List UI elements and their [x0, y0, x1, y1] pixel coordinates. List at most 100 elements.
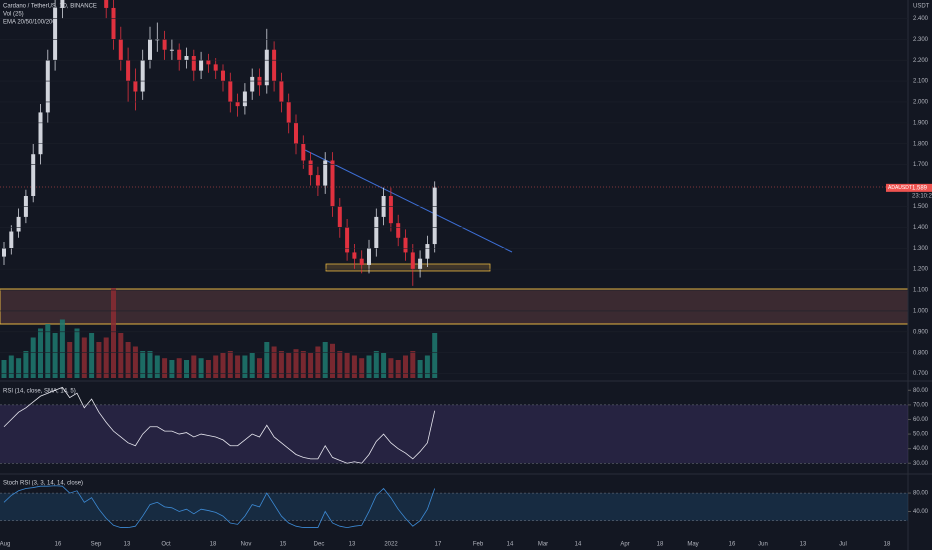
- volume-bar: [81, 337, 87, 378]
- price-tick-label: 2.400: [913, 16, 929, 22]
- volume-bar: [359, 358, 365, 378]
- volume-bar: [300, 351, 306, 378]
- volume-bar: [1, 360, 7, 378]
- main-pane: [1, 0, 438, 378]
- currency-label: USDT: [913, 4, 930, 10]
- volume-bar: [395, 360, 401, 378]
- volume-bar: [16, 358, 22, 378]
- volume-bar: [213, 355, 219, 378]
- price-tick-label: 1.800: [913, 141, 929, 147]
- volume-bar: [227, 351, 233, 378]
- volume-bar: [381, 352, 387, 378]
- volume-bar: [162, 358, 168, 378]
- candle-body: [242, 91, 247, 107]
- volume-bar: [271, 346, 277, 378]
- rsi-tick-label: 50.00: [913, 432, 929, 438]
- volume-bar: [242, 355, 248, 378]
- x-tick-label: 13: [800, 542, 807, 548]
- volume-bar: [220, 352, 226, 378]
- volume-bar: [315, 346, 321, 378]
- volume-bar: [30, 337, 36, 378]
- candle-body: [432, 187, 437, 245]
- volume-bar: [308, 352, 314, 378]
- x-tick-label: Apr: [620, 542, 629, 548]
- candle-body: [31, 154, 36, 196]
- candle-body: [374, 216, 379, 249]
- candle-body: [2, 248, 6, 257]
- x-tick-label: 15: [280, 542, 287, 548]
- x-tick-label: Sep: [91, 542, 102, 548]
- x-tick-label: Feb: [473, 542, 484, 548]
- volume-bar: [410, 351, 416, 378]
- candle-body: [418, 258, 423, 270]
- volume-bar: [344, 352, 350, 378]
- x-tick-label: Oct: [161, 542, 171, 548]
- volume-bar: [89, 333, 95, 378]
- candle-body: [352, 252, 357, 259]
- x-tick-label: Dec: [314, 542, 325, 548]
- candle-body: [206, 60, 211, 65]
- candle-body: [345, 227, 350, 253]
- candle-body: [111, 7, 116, 40]
- volume-bar: [67, 342, 73, 378]
- candle-body: [148, 39, 152, 61]
- countdown: 23:10:27: [912, 193, 932, 199]
- volume-bar: [403, 355, 408, 378]
- candle-body: [410, 252, 415, 270]
- volume-bar: [103, 337, 109, 378]
- candle-body: [140, 60, 145, 92]
- price-tag: [886, 183, 932, 192]
- price-tick-label: 1.500: [913, 204, 929, 210]
- volume-bar: [388, 358, 394, 378]
- candle-body: [118, 39, 123, 61]
- x-tick-label: 2022: [384, 542, 398, 548]
- price-tick-label: 1.000: [913, 309, 929, 315]
- candle-body: [294, 122, 298, 144]
- volume-bar: [38, 328, 43, 378]
- price-tick-label: 0.700: [913, 371, 929, 377]
- volume-bar: [366, 355, 372, 378]
- candle-body: [228, 81, 233, 102]
- candle-body: [191, 56, 196, 71]
- volume-bar: [125, 342, 131, 378]
- volume-bar: [293, 349, 299, 378]
- ema-legend: EMA 20/50/100/200: [3, 20, 56, 26]
- candle-body: [16, 216, 21, 232]
- x-tick-label: 18: [884, 542, 891, 548]
- candle-body: [162, 39, 167, 50]
- price-tag-symbol: ADAUSDT: [888, 185, 912, 191]
- volume-bar: [198, 358, 204, 378]
- stoch-legend: Stoch RSI (3, 3, 14, 14, close): [3, 481, 83, 487]
- x-tick-label: 16: [55, 542, 62, 548]
- stoch-band: [0, 493, 908, 521]
- x-tick-label: Mar: [538, 542, 548, 548]
- candle-body: [133, 81, 138, 92]
- volume-bar: [249, 352, 255, 378]
- volume-bar: [322, 342, 328, 378]
- candle-body: [199, 60, 204, 71]
- price-tick-label: 1.100: [913, 288, 929, 294]
- volume-bar: [373, 351, 379, 378]
- stoch-line: [3, 485, 436, 528]
- candle-body: [155, 39, 160, 41]
- volume-bar: [257, 358, 262, 378]
- volume-bar: [191, 355, 197, 378]
- candle-body: [45, 60, 50, 113]
- price-tick-label: 1.300: [913, 246, 929, 252]
- volume-bar: [111, 288, 116, 378]
- candle-body: [308, 160, 313, 176]
- candle-body: [60, 0, 65, 8]
- price-tick-label: 2.100: [913, 79, 929, 85]
- rsi-tick-label: 40.00: [913, 446, 929, 452]
- candle-body: [367, 248, 371, 265]
- volume-bar: [59, 319, 65, 378]
- volume-bar: [205, 360, 211, 378]
- x-tick-label: Jul: [839, 542, 847, 548]
- price-tick-label: 1.200: [913, 267, 929, 273]
- x-tick-label: 18: [657, 542, 664, 548]
- candle-body: [286, 101, 291, 123]
- volume-bar: [235, 355, 241, 378]
- x-tick-label: May: [687, 542, 698, 548]
- price-tick-label: 0.900: [913, 329, 929, 335]
